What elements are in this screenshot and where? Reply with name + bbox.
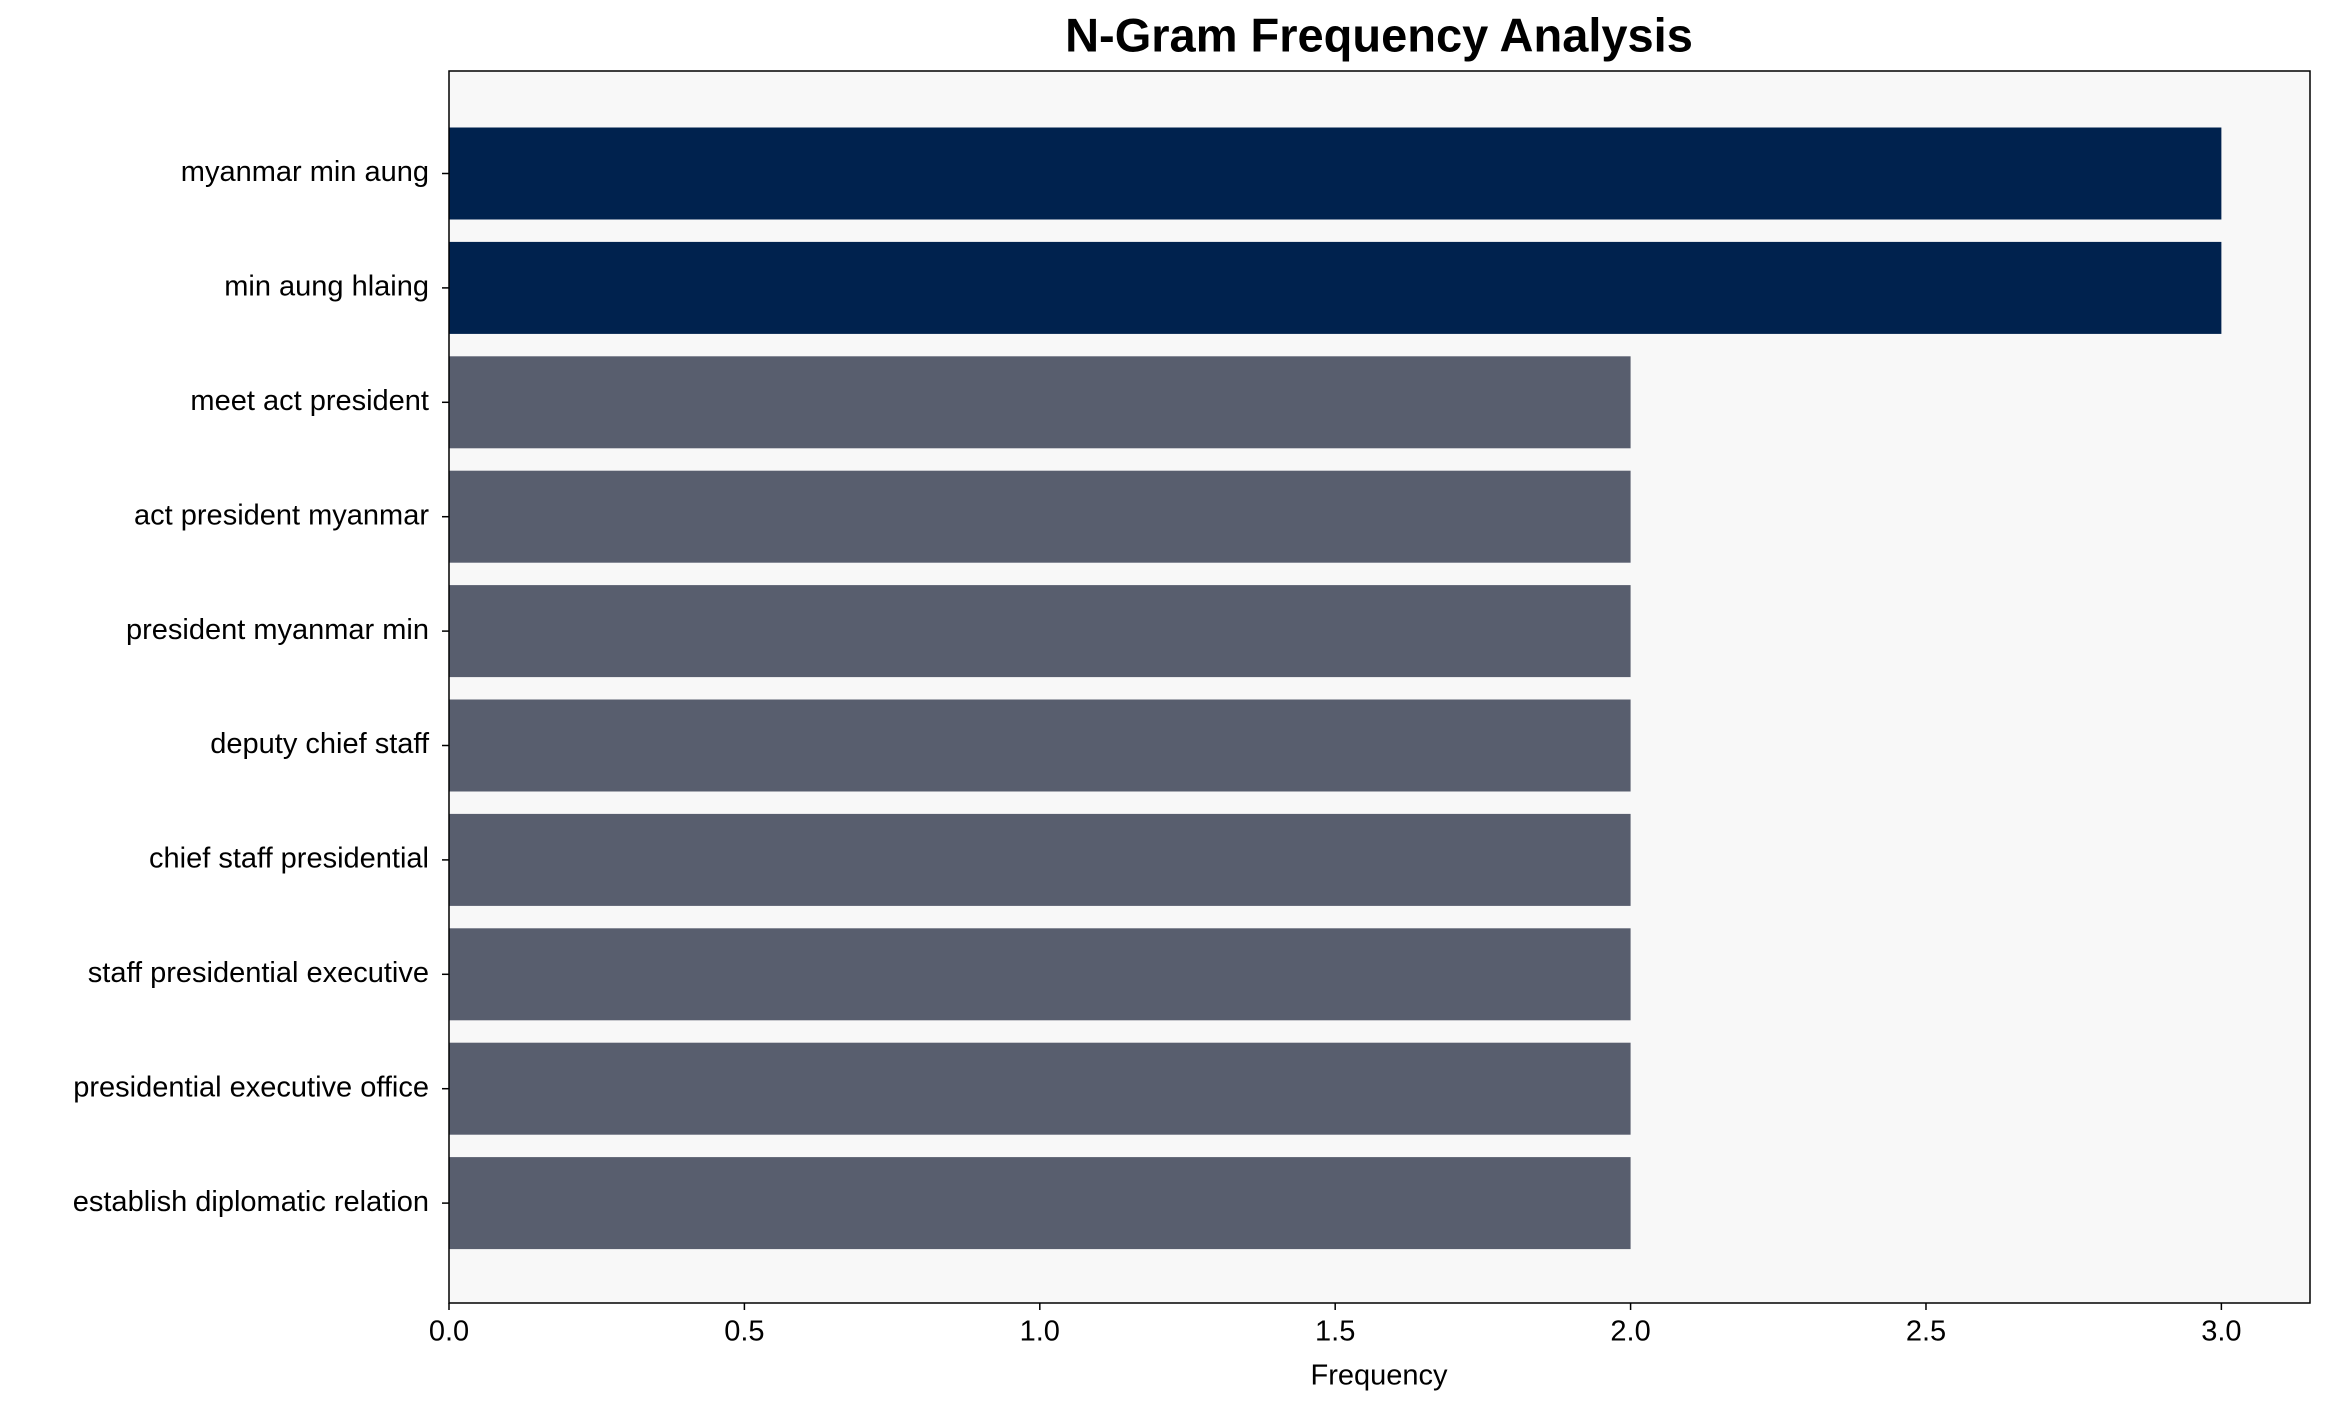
chart-title: N-Gram Frequency Analysis bbox=[1065, 8, 1693, 61]
bar bbox=[449, 470, 1631, 563]
plot-frame bbox=[448, 70, 2311, 1304]
y-tick-label: presidential executive office bbox=[73, 1071, 429, 1103]
bar bbox=[449, 127, 2222, 220]
x-tick-label: 0.0 bbox=[429, 1316, 469, 1348]
x-tick-label: 1.0 bbox=[1020, 1316, 1060, 1348]
bar bbox=[449, 813, 1631, 906]
x-tick-label: 1.5 bbox=[1315, 1316, 1355, 1348]
bar bbox=[449, 1042, 1631, 1135]
y-tick-label: act president myanmar bbox=[134, 499, 429, 531]
y-tick-label: chief staff presidential bbox=[149, 843, 429, 875]
bar bbox=[449, 928, 1631, 1021]
x-tick-label: 0.5 bbox=[724, 1316, 764, 1348]
bar bbox=[449, 1157, 1631, 1250]
bar bbox=[449, 585, 1631, 678]
y-tick-label: staff presidential executive bbox=[88, 957, 429, 989]
x-tick-label: 2.5 bbox=[1906, 1316, 1946, 1348]
y-tick-label: establish diplomatic relation bbox=[73, 1186, 429, 1218]
bar bbox=[449, 699, 1631, 792]
x-axis-label: Frequency bbox=[1310, 1360, 1448, 1392]
y-tick-label: min aung hlaing bbox=[224, 271, 429, 303]
x-tick-label: 3.0 bbox=[2201, 1316, 2241, 1348]
y-tick-label: president myanmar min bbox=[126, 614, 429, 646]
y-tick-label: myanmar min aung bbox=[181, 156, 429, 188]
bar bbox=[449, 356, 1631, 449]
bar bbox=[449, 241, 2222, 334]
x-tick-label: 2.0 bbox=[1610, 1316, 1650, 1348]
y-tick-label: deputy chief staff bbox=[210, 728, 430, 760]
y-tick-label: meet act president bbox=[190, 385, 429, 417]
